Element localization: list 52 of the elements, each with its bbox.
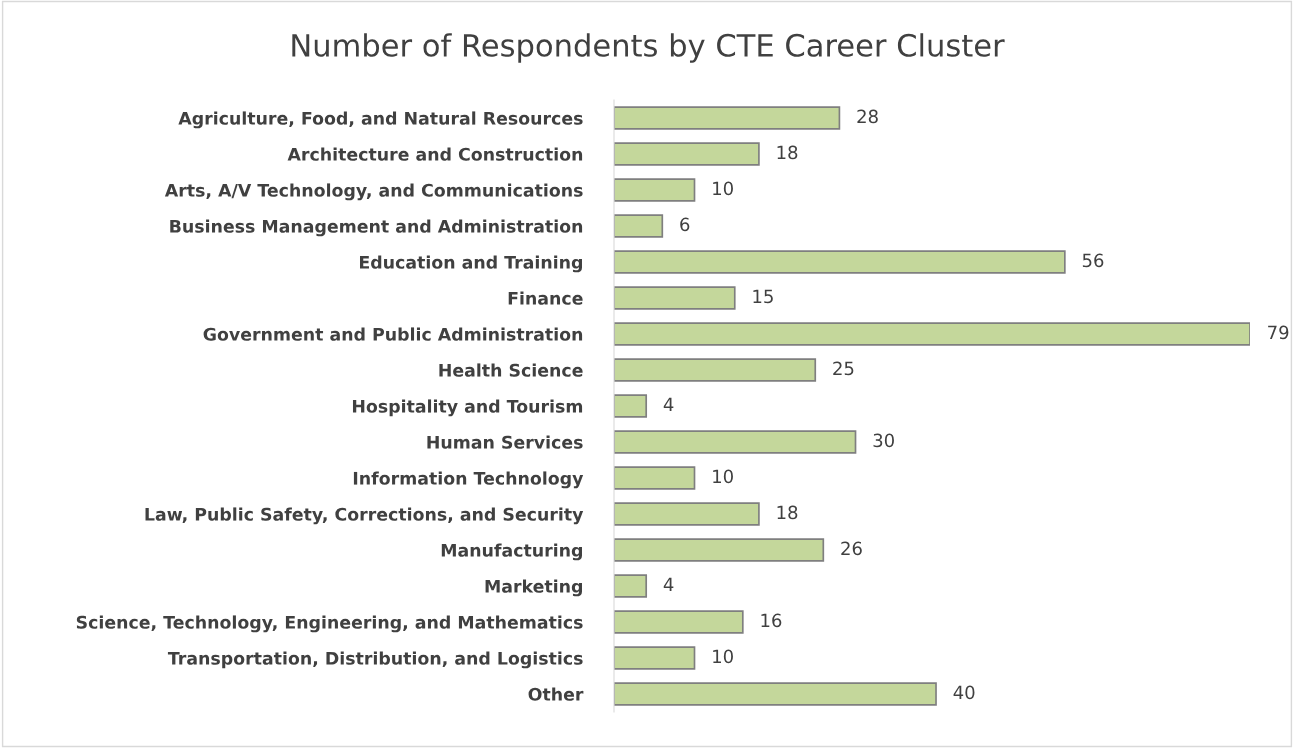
data-label: 10 [713, 649, 733, 664]
data-label: 10 [713, 469, 733, 484]
bar [614, 502, 760, 526]
y-tick-label: Manufacturing [441, 543, 582, 561]
data-label: 79 [1268, 325, 1289, 340]
data-label: 30 [873, 433, 894, 448]
y-tick-label: Arts, A/V Technology, and Communications [164, 183, 583, 201]
data-label: 16 [761, 613, 782, 628]
data-label: 26 [841, 541, 862, 556]
y-tick-label: Law, Public Safety, Corrections, and Security [145, 507, 584, 525]
y-tick-label: Science, Technology, Engineering, and Mathematics [76, 615, 583, 633]
data-label: 4 [663, 397, 674, 411]
data-label: 40 [953, 685, 975, 700]
y-tick-label: Government and Public Administration [203, 327, 583, 341]
y-tick-label: Information Technology [353, 471, 584, 489]
bar [614, 250, 1066, 274]
y-tick-label: Health Science [439, 363, 583, 377]
bar [614, 466, 696, 490]
y-tick-label: Education and Training [360, 255, 582, 273]
data-label: 28 [857, 109, 878, 124]
y-tick-label: Hospitality and Tourism [352, 399, 583, 417]
chart-title: Number of Respondents by CTE Career Cluster [292, 33, 1005, 63]
bar [614, 574, 648, 598]
bar [614, 430, 857, 454]
y-tick-label: Marketing [485, 579, 582, 597]
data-label: 15 [753, 289, 773, 304]
bar [614, 682, 937, 706]
bar [614, 646, 696, 670]
bar [614, 322, 1250, 346]
bar [614, 358, 817, 382]
data-label: 6 [680, 217, 690, 232]
y-tick-label: Finance [508, 291, 583, 305]
data-label: 18 [777, 505, 798, 520]
y-tick-label: Other [528, 687, 584, 701]
y-tick-label: Transportation, Distribution, and Logistics [167, 651, 583, 669]
data-label: 56 [1082, 253, 1104, 268]
y-tick-label: Human Services [427, 435, 583, 449]
bar [614, 286, 736, 310]
data-label: 10 [713, 181, 733, 196]
bar [614, 106, 841, 130]
bar [614, 178, 696, 202]
data-label: 25 [833, 361, 854, 376]
y-tick-label: Architecture and Construction [287, 147, 583, 161]
data-label: 18 [777, 145, 798, 160]
y-tick-label: Agriculture, Food, and Natural Resources [178, 111, 583, 129]
y-tick-label: Business Management and Administration [170, 219, 583, 237]
data-label: 4 [663, 577, 674, 591]
bar [614, 394, 648, 418]
bar [614, 214, 664, 238]
bar [614, 538, 825, 562]
bar [614, 142, 760, 166]
bar [614, 610, 744, 634]
